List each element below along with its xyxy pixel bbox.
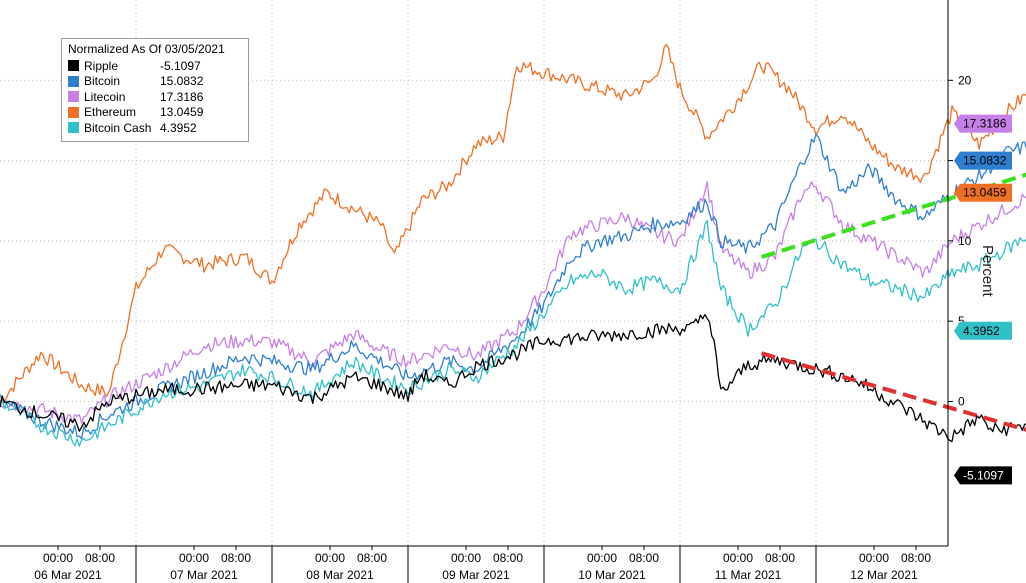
x-tick-label: 00:00 xyxy=(43,551,73,565)
series-line-bitcoin-cash xyxy=(0,219,1026,447)
x-tick-label: 08:00 xyxy=(85,551,115,565)
x-tick-label: 08:00 xyxy=(357,551,387,565)
series-line-litecoin xyxy=(0,181,1026,424)
x-tick-label: 08:00 xyxy=(493,551,523,565)
y-axis-label: Percent xyxy=(979,245,996,297)
legend-series-name: Bitcoin xyxy=(84,74,121,89)
legend-entry: Litecoin 17.3186 xyxy=(68,89,242,105)
legend-title: Normalized As Of 03/05/2021 xyxy=(68,42,225,56)
legend-swatch xyxy=(68,106,79,118)
end-label-text: 17.3186 xyxy=(963,117,1007,131)
x-day-label: 10 Mar 2021 xyxy=(578,568,646,582)
x-tick-label: 08:00 xyxy=(221,551,251,565)
series-layer xyxy=(0,43,1026,447)
legend: Normalized As Of 03/05/2021 Ripple -5.109… xyxy=(61,38,249,142)
x-tick-label: 00:00 xyxy=(859,551,889,565)
x-day-label: 08 Mar 2021 xyxy=(306,568,374,582)
end-label-text: -5.1097 xyxy=(963,468,1004,482)
end-label-box xyxy=(954,151,1012,170)
legend-series-value: 13.0459 xyxy=(160,105,204,120)
y-tick-label: 5 xyxy=(958,314,965,328)
series-line-ripple xyxy=(0,313,1026,443)
end-label-box xyxy=(954,114,1012,133)
end-label-bitcoin: 15.0832 xyxy=(954,151,1012,170)
end-label-box xyxy=(954,183,1012,202)
x-tick-label: 00:00 xyxy=(179,551,209,565)
end-label-box xyxy=(954,321,1012,340)
series-line-ethereum xyxy=(0,43,1026,403)
legend-series-name: Bitcoin Cash xyxy=(84,120,152,135)
end-label-text: 13.0459 xyxy=(963,186,1007,200)
series-line-bitcoin xyxy=(0,133,1026,440)
legend-series-name: Ripple xyxy=(84,58,119,73)
legend-entry: Bitcoin Cash 4.3952 xyxy=(68,120,242,136)
x-day-label: 06 Mar 2021 xyxy=(34,568,102,582)
legend-swatch xyxy=(68,75,79,87)
legend-series-value: 4.3952 xyxy=(160,120,197,135)
trend-arrows xyxy=(761,172,1026,432)
gridlines xyxy=(0,0,948,546)
x-tick-label: 08:00 xyxy=(629,551,659,565)
x-tick-label: 00:00 xyxy=(723,551,753,565)
end-value-labels: -5.1097 15.0832 17.3186 13.0459 4.3952 xyxy=(954,114,1012,485)
x-tick-label: 08:00 xyxy=(765,551,795,565)
y-tick-label: 10 xyxy=(958,234,972,248)
x-tick-label: 00:00 xyxy=(315,551,345,565)
legend-entry: Bitcoin 15.0832 xyxy=(68,74,242,90)
legend-series-name: Ethereum xyxy=(84,105,137,120)
x-day-label: 07 Mar 2021 xyxy=(170,568,238,582)
x-day-label: 09 Mar 2021 xyxy=(442,568,510,582)
legend-series-value: -5.1097 xyxy=(160,58,201,73)
end-label-box xyxy=(954,466,1012,485)
trend-arrow xyxy=(761,351,1026,432)
legend-series-value: 15.0832 xyxy=(160,74,204,89)
y-tick-label: 0 xyxy=(958,394,965,408)
x-day-label: 11 Mar 2021 xyxy=(715,568,782,582)
end-label-ethereum: 13.0459 xyxy=(954,183,1012,202)
end-label-bitcoin-cash: 4.3952 xyxy=(954,321,1012,340)
end-label-text: 15.0832 xyxy=(963,154,1007,168)
legend-series-value: 17.3186 xyxy=(160,89,204,104)
legend-entries: Ripple -5.1097 Bitcoin 15.0832 Litecoin 17.31… xyxy=(68,58,242,136)
trend-arrow xyxy=(761,172,1026,259)
legend-swatch xyxy=(68,91,79,103)
legend-entry: Ethereum 13.0459 xyxy=(68,105,242,121)
x-tick-label: 08:00 xyxy=(901,551,931,565)
end-label-litecoin: 17.3186 xyxy=(954,114,1012,133)
legend-series-name: Litecoin xyxy=(84,89,126,104)
end-label-ripple: -5.1097 xyxy=(954,466,1012,485)
legend-entry: Ripple -5.1097 xyxy=(68,58,242,74)
legend-swatch xyxy=(68,122,79,134)
legend-swatch xyxy=(68,60,79,72)
end-label-text: 4.3952 xyxy=(963,324,1000,338)
x-day-label: 12 Mar 2021 xyxy=(850,568,918,582)
x-tick-label: 00:00 xyxy=(451,551,481,565)
x-tick-label: 00:00 xyxy=(587,551,617,565)
y-tick-label: 20 xyxy=(958,73,972,87)
